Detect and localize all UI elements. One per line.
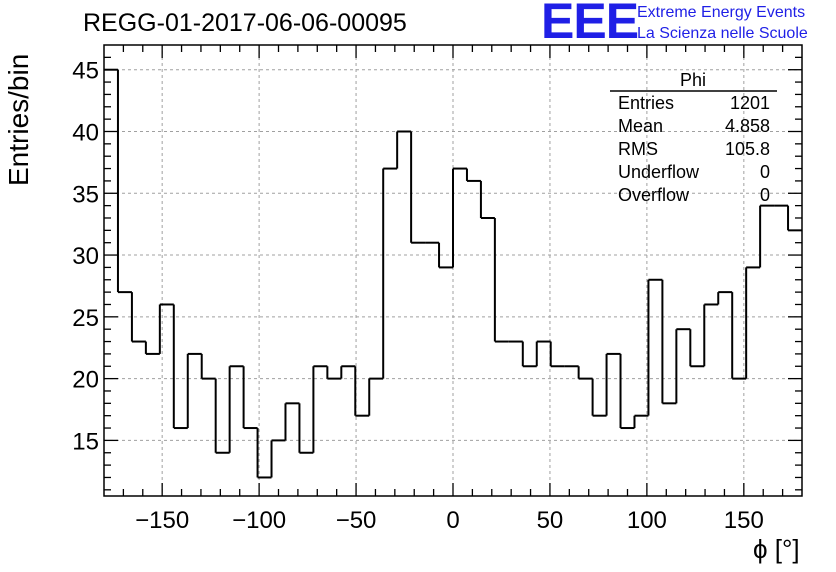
stats-value: 4.858 xyxy=(724,116,770,136)
y-axis-label: Entries/bin xyxy=(3,53,34,186)
y-tick-label: 25 xyxy=(72,305,99,332)
y-tick-label: 30 xyxy=(72,243,99,270)
stats-value: 1201 xyxy=(729,93,770,113)
histogram-series xyxy=(104,68,802,479)
x-tick-label: −50 xyxy=(336,507,377,534)
y-tick-label: 15 xyxy=(72,428,99,455)
chart-title: REGG-01-2017-06-06-00095 xyxy=(83,9,407,37)
stats-label: Underflow xyxy=(618,162,700,182)
x-tick-label: −100 xyxy=(232,507,286,534)
stats-label: Entries xyxy=(618,93,675,113)
stats-value: 0 xyxy=(759,185,770,205)
tick-labels: −150 −100 −50 0 50 100 150 15 20 25 30 35 40 45 xyxy=(72,58,764,534)
stats-label: Overflow xyxy=(618,185,690,205)
x-tick-label: 150 xyxy=(724,507,764,534)
y-tick-label: 35 xyxy=(72,181,99,208)
stats-title: Phi xyxy=(680,70,707,90)
stats-label: RMS xyxy=(618,139,658,159)
eee-logo: EEE xyxy=(541,0,639,49)
x-axis-label: ϕ [°] xyxy=(753,534,800,564)
stats-label: Mean xyxy=(618,116,664,136)
y-tick-label: 20 xyxy=(72,367,99,394)
stats-value: 0 xyxy=(759,162,770,182)
x-tick-label: −150 xyxy=(135,507,189,534)
stats-value: 105.8 xyxy=(724,139,770,159)
axis-ticks xyxy=(104,45,802,496)
logo-text-line2: La Scienza nelle Scuole xyxy=(637,25,808,42)
y-tick-label: 45 xyxy=(72,58,99,85)
x-tick-label: 50 xyxy=(537,507,564,534)
x-tick-label: 100 xyxy=(627,507,667,534)
grid-lines xyxy=(104,45,802,496)
logo-text-line1: Extreme Energy Events xyxy=(637,4,806,21)
x-tick-label: 0 xyxy=(446,507,459,534)
y-tick-label: 40 xyxy=(72,119,99,146)
